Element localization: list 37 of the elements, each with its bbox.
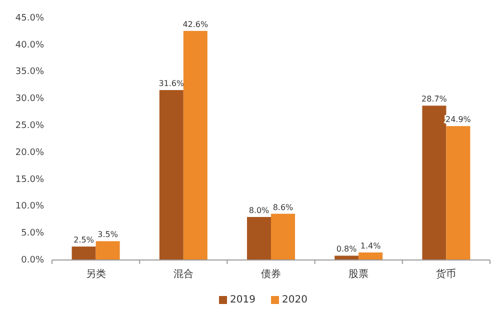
data-label: 1.4% [360, 241, 382, 250]
data-label: 8.6% [272, 202, 294, 212]
x-tick-label: 另类 [86, 268, 106, 280]
legend-label: 2019 [230, 294, 256, 306]
y-tick-label: 35.0% [15, 67, 44, 78]
bar [446, 126, 470, 260]
data-label: 42.6% [182, 20, 208, 29]
y-tick-label: 15.0% [15, 174, 44, 185]
bar [159, 90, 184, 260]
y-tick-label: 0.0% [21, 255, 44, 266]
bar [271, 214, 295, 260]
data-label: 28.7% [421, 94, 448, 104]
data-label: 2.5% [74, 236, 94, 245]
x-tick-label: 债券 [261, 268, 281, 280]
y-tick-label: 25.0% [15, 121, 44, 132]
x-tick-label: 股票 [348, 269, 369, 280]
y-tick-label: 20.0% [15, 148, 44, 158]
bar [334, 256, 359, 260]
x-tick-label: 货币 [436, 268, 456, 280]
y-tick-label: 45.0% [15, 13, 44, 24]
bar [183, 30, 208, 260]
data-label: 24.9% [445, 115, 472, 124]
bar [72, 246, 96, 260]
bar [96, 241, 120, 260]
bar [422, 106, 446, 260]
data-label: 0.8% [336, 244, 358, 254]
y-tick-label: 30.0% [15, 94, 44, 104]
data-label: 8.0% [248, 206, 270, 215]
data-label: 3.5% [98, 230, 118, 240]
legend-label: 2020 [282, 294, 308, 306]
x-tick-label: 混合 [173, 268, 194, 280]
y-tick-label: 5.0% [21, 228, 44, 239]
data-label: 31.6% [158, 79, 184, 88]
bar [247, 216, 271, 260]
y-tick-label: 40.0% [15, 40, 44, 50]
y-tick-label: 10.0% [15, 202, 44, 212]
bar [358, 252, 383, 260]
